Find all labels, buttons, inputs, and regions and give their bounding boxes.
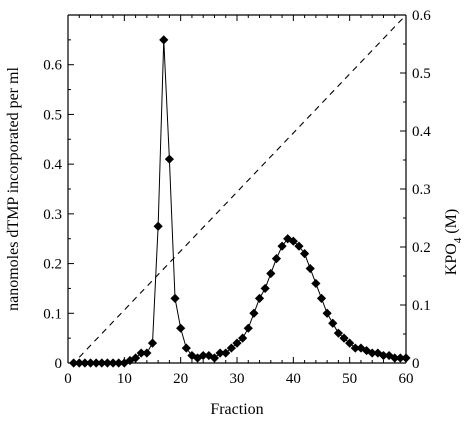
x-tick-label: 30 (230, 371, 245, 387)
data-point-marker (74, 358, 84, 368)
y-tick-label: 0 (55, 356, 63, 372)
y2-axis-title-main: KPO (443, 243, 460, 275)
data-point-marker (311, 278, 321, 289)
data-point-marker (164, 154, 174, 164)
y-tick-label: 0.1 (43, 306, 62, 322)
data-point-marker (350, 343, 360, 353)
data-point-marker (316, 293, 327, 303)
y2-tick-label: 0.2 (412, 240, 431, 256)
data-point-marker (153, 221, 163, 231)
data-point-marker (328, 318, 338, 328)
data-point-marker (102, 358, 113, 368)
data-point-marker (97, 358, 107, 368)
data-point-marker (159, 35, 169, 45)
x-ticks: 0 10 20 30 40 50 60 (64, 15, 414, 387)
data-point-marker (271, 254, 282, 264)
data-point-marker (333, 328, 343, 338)
y-tick-label: 0.4 (43, 157, 62, 173)
plot-frame (67, 14, 407, 364)
data-point-marker (181, 343, 191, 353)
data-point-marker (254, 293, 265, 303)
x-tick-label: 60 (399, 371, 414, 387)
y-axis-title: nanomoles dTMP incorporated per ml (5, 67, 22, 311)
data-point-marker (176, 323, 186, 333)
data-point-marker (305, 263, 315, 274)
y2-tick-label: 0.4 (412, 124, 431, 140)
data-point-marker (170, 293, 180, 303)
data-point-marker (204, 350, 214, 361)
data-point-marker (243, 323, 253, 333)
data-point-marker (147, 338, 158, 348)
data-point-marker (322, 308, 332, 318)
kpo4-gradient-line (78, 14, 407, 358)
x-tick-label: 50 (342, 371, 357, 387)
data-point-marker (367, 348, 377, 358)
data-point-marker (390, 353, 400, 363)
data-point-marker (85, 358, 96, 368)
x-tick-label: 40 (286, 371, 301, 387)
data-point-marker (378, 350, 389, 361)
y2-ticks: 0 0.1 0.2 0.3 0.4 0.5 0.6 (400, 8, 431, 372)
y2-tick-label: 0.1 (412, 298, 431, 314)
y-tick-label: 0.2 (43, 257, 62, 273)
data-point-marker (294, 241, 304, 251)
data-point-marker (136, 348, 146, 358)
data-point-marker (249, 308, 259, 318)
data-point-marker (277, 241, 287, 251)
data-point-marker (209, 353, 220, 363)
data-point-marker (108, 358, 118, 368)
data-point-marker (221, 348, 231, 358)
data-point-marker (198, 350, 208, 361)
y2-axis-title-unit: (M) (443, 209, 460, 234)
data-point-marker (300, 249, 310, 259)
data-point-marker (260, 283, 270, 294)
data-point-marker (288, 236, 298, 246)
y-tick-label: 0.3 (43, 207, 62, 223)
plot-area (69, 14, 411, 368)
data-point-marker (266, 268, 276, 279)
y-ticks: 0 0.1 0.2 0.3 0.4 0.5 0.6 (43, 39, 74, 372)
x-tick-label: 0 (64, 371, 72, 387)
y2-tick-label: 0.3 (412, 182, 431, 198)
data-point-marker (91, 358, 101, 368)
data-point-marker (114, 358, 124, 368)
x-tick-label: 10 (117, 371, 132, 387)
data-point-marker (226, 343, 236, 353)
data-point-marker (401, 353, 411, 363)
y2-axis-title-subscript: 4 (452, 237, 464, 243)
data-point-marker (356, 343, 366, 353)
y-tick-label: 0.6 (43, 58, 62, 74)
data-point-marker (142, 348, 152, 358)
x-axis-title: Fraction (210, 401, 263, 418)
y2-tick-label: 0.5 (412, 66, 431, 82)
data-point-marker (238, 333, 248, 343)
data-point-marker (187, 350, 197, 361)
y-tick-label: 0.5 (43, 107, 62, 123)
data-point-marker (80, 358, 90, 368)
data-point-marker (339, 333, 349, 343)
data-point-marker (232, 338, 242, 348)
data-point-marker (131, 353, 141, 363)
data-point-marker (373, 348, 383, 358)
data-point-marker (384, 350, 394, 361)
activity-series-line (73, 39, 406, 364)
x-tick-label: 20 (173, 371, 188, 387)
data-point-marker (215, 348, 225, 358)
data-point-marker (69, 358, 79, 368)
y2-axis-title: KPO4 (M) (443, 209, 464, 275)
y2-tick-label: 0.6 (412, 8, 431, 24)
data-point-marker (395, 353, 405, 363)
y2-tick-label: 0 (412, 356, 420, 372)
data-point-marker (345, 338, 355, 348)
